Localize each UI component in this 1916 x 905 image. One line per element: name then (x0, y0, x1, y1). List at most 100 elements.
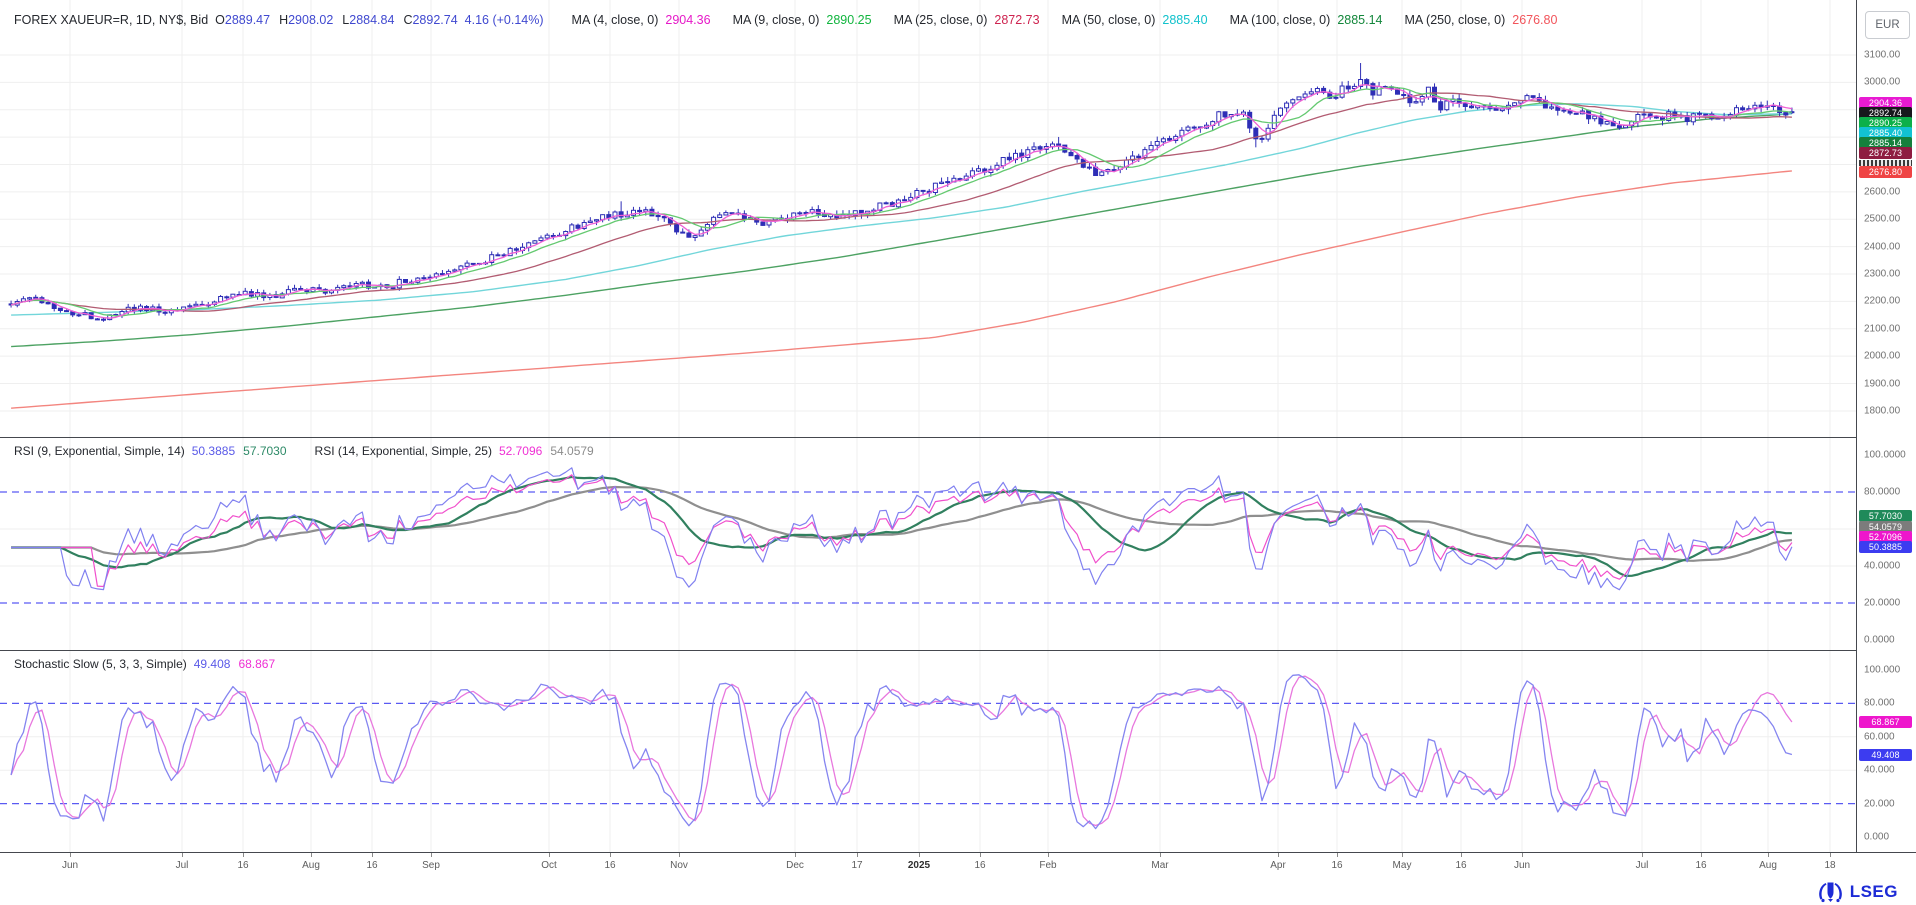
main-chart-legend: FOREX XAUEUR=R, 1D, NY$, Bid O2889.47 H29… (14, 13, 1557, 27)
panel-separator[interactable] (0, 650, 1916, 651)
ma-legend-label: MA (50, close, 0) (1061, 13, 1156, 27)
time-label: Jul (175, 860, 189, 871)
price-tag: 2890.25 (1859, 117, 1912, 129)
time-tick (980, 853, 981, 857)
time-label: Dec (786, 860, 804, 871)
time-label: Oct (541, 860, 557, 871)
ma-legend-item[interactable]: MA (100, close, 0) 2885.14 (1230, 13, 1383, 27)
time-tick (1160, 853, 1161, 857)
ma-legend-value: 2676.80 (1512, 13, 1558, 27)
ma-legend-item[interactable]: MA (4, close, 0) 2904.36 (572, 13, 711, 27)
time-label: Jun (61, 860, 79, 871)
time-label: Mar (1151, 860, 1169, 871)
axis-tick-label: 40.0000 (1864, 560, 1901, 572)
rsi-value: 52.7096 (498, 444, 543, 458)
value-axis[interactable]: EUR 3100.00 3000.00 2600.00 2500.00 2400.00 2… (1856, 0, 1916, 852)
ma-100-line (11, 113, 1792, 348)
ma-legend-value: 2885.14 (1337, 13, 1383, 27)
ma-50-line (11, 103, 1792, 316)
time-axis-line (0, 852, 1916, 853)
ohlc-item: C2892.74 (403, 13, 458, 27)
price-tag: 50.3885 (1859, 541, 1912, 553)
ma-legend-label: MA (25, close, 0) (893, 13, 988, 27)
time-label: 16 (604, 860, 616, 871)
price-tag: 49.408 (1859, 749, 1912, 761)
time-tick (243, 853, 244, 857)
currency-button[interactable]: EUR (1865, 11, 1910, 39)
panel-separator[interactable] (0, 437, 1916, 438)
stochastic-label: Stochastic Slow (5, 3, 3, Simple) (14, 657, 187, 671)
time-tick (1278, 853, 1279, 857)
time-tick (549, 853, 550, 857)
rsi9-average-line (11, 475, 1792, 577)
axis-tick-label: 1900.00 (1864, 378, 1901, 389)
price-tag: 2904.36 (1859, 97, 1912, 109)
time-tick (1522, 853, 1523, 857)
rsi-legend[interactable]: RSI (9, Exponential, Simple, 14) 50.3885… (14, 444, 594, 458)
bottom-strip: LSEG (0, 878, 1916, 905)
time-tick (857, 853, 858, 857)
ma-legend-label: MA (4, close, 0) (571, 13, 659, 27)
axis-tick-label: 100.0000 (1864, 449, 1906, 461)
rsi14-average-line (11, 485, 1793, 562)
rsi-value: 50.3885 (191, 444, 236, 458)
rsi9-line (11, 467, 1793, 591)
instrument-title: FOREX XAUEUR=R, 1D, NY$, Bid (14, 13, 209, 27)
axis-tick-label: 2200.00 (1864, 295, 1901, 307)
ma-legend-value: 2890.25 (826, 13, 872, 27)
ohlc-item: L2884.84 (342, 13, 395, 27)
time-label: Feb (1039, 860, 1057, 871)
axis-tick-label: 3100.00 (1864, 49, 1901, 61)
ma-legend-label: MA (9, close, 0) (732, 13, 820, 27)
rsi-fast-label: RSI (9, Exponential, Simple, 14) (14, 444, 185, 458)
rsi-value: 57.7030 (243, 444, 287, 458)
time-axis[interactable]: Jun Jul 16 Aug 16 Sep Oct 16 Nov Dec 17 2025 16 Feb Ma… (0, 853, 1857, 878)
time-label: Jul (1635, 860, 1649, 871)
time-tick (431, 853, 432, 857)
axis-tick-label: 20.000 (1864, 798, 1895, 810)
ma-legend: MA (4, close, 0) 2904.36 MA (9, close, 0) 2… (572, 13, 1558, 27)
ma-legend-item[interactable]: MA (25, close, 0) 2872.73 (894, 13, 1040, 27)
axis-tick-label: 40.000 (1864, 764, 1895, 776)
time-label: Aug (302, 860, 320, 871)
axis-tick-label: 80.000 (1864, 697, 1895, 709)
ma-legend-item[interactable]: MA (9, close, 0) 2890.25 (733, 13, 872, 27)
time-label: 17 (851, 860, 863, 871)
time-label: 2025 (907, 860, 931, 871)
main-price-chart[interactable] (0, 0, 1857, 437)
axis-tick-label: 2600.00 (1864, 186, 1901, 198)
time-label: Nov (670, 860, 688, 871)
axis-tick-label: 2500.00 (1864, 213, 1901, 225)
rsi-indicator-panel[interactable] (0, 437, 1857, 650)
axis-tick-label: 0.000 (1864, 831, 1890, 843)
price-tag: 2676.80 (1859, 165, 1912, 178)
ma-legend-label: MA (100, close, 0) (1229, 13, 1331, 27)
time-tick (1402, 853, 1403, 857)
stochastic-legend[interactable]: Stochastic Slow (5, 3, 3, Simple) 49.408… (14, 657, 275, 671)
ma-250-line (11, 170, 1792, 409)
time-tick (610, 853, 611, 857)
time-label: 16 (1455, 860, 1467, 871)
time-label: Sep (422, 860, 440, 871)
time-tick (1701, 853, 1702, 857)
ma-9-line (10, 86, 1792, 317)
ma-legend-item[interactable]: MA (250, close, 0) 2676.80 (1405, 13, 1558, 27)
axis-tick-label: 0.0000 (1864, 634, 1895, 646)
axis-tick-label: 2000.00 (1864, 350, 1901, 362)
time-tick (70, 853, 71, 857)
time-label: Aug (1759, 860, 1777, 871)
axis-tick-label: 2400.00 (1864, 241, 1901, 253)
stochastic-indicator-panel[interactable] (0, 650, 1857, 852)
price-tag: 2872.73 (1859, 147, 1912, 159)
time-tick (1461, 853, 1462, 857)
ma-legend-item[interactable]: MA (50, close, 0) 2885.40 (1062, 13, 1208, 27)
stoch-percent-d-line (10, 675, 1793, 827)
time-tick (182, 853, 183, 857)
ohlc-item: H2908.02 (279, 13, 334, 27)
axis-tick-label: 2300.00 (1864, 268, 1901, 280)
ma-legend-value: 2904.36 (665, 13, 711, 27)
axis-tick-label: 60.000 (1864, 731, 1895, 743)
rsi-slow-label: RSI (14, Exponential, Simple, 25) (314, 444, 492, 458)
time-tick (311, 853, 312, 857)
